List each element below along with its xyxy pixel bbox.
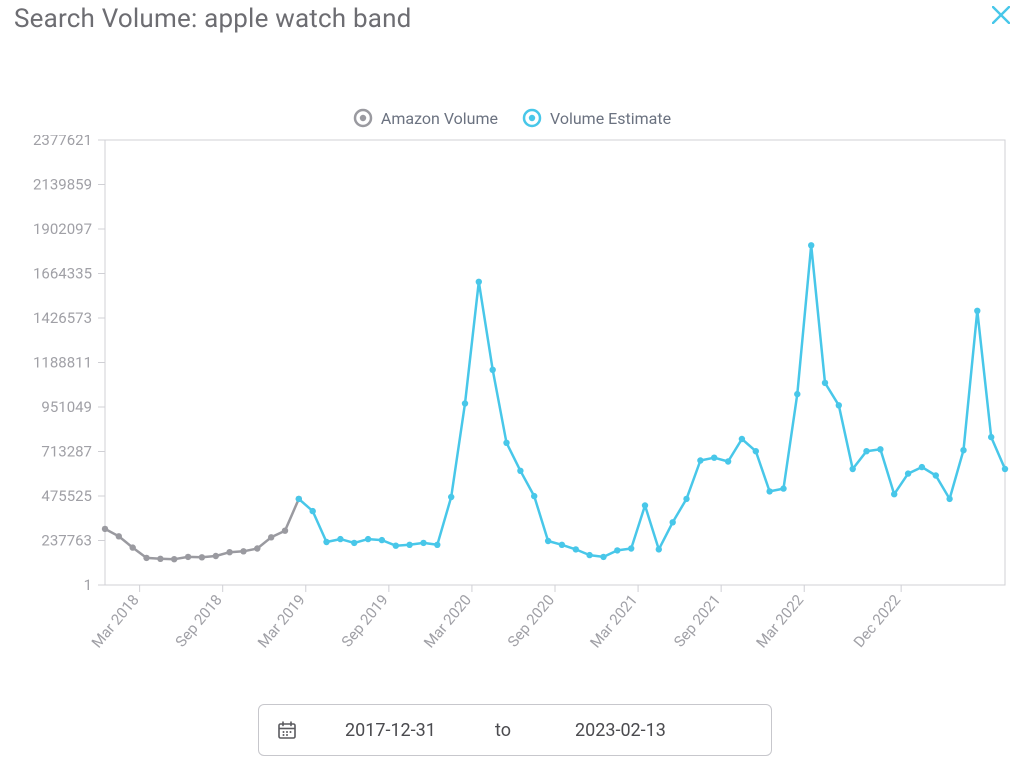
modal-title: Search Volume: apple watch band (14, 4, 412, 34)
chart-legend: Amazon Volume Volume Estimate (0, 108, 1024, 128)
date-from-value: 2017-12-31 (345, 720, 495, 741)
svg-text:Sep 2019: Sep 2019 (338, 591, 392, 651)
svg-text:Dec 2022: Dec 2022 (850, 591, 904, 651)
line-chart: 1 237763 475525 713287 951049 1188811 1426573 1… (0, 135, 1024, 670)
search-volume-modal: Search Volume: apple watch band Amazon V… (0, 0, 1024, 780)
legend-bullet-icon (353, 108, 373, 128)
close-icon[interactable] (992, 6, 1010, 29)
svg-text:Mar 2020: Mar 2020 (420, 591, 475, 651)
legend-item-amazon-volume[interactable]: Amazon Volume (353, 108, 498, 128)
date-to-value: 2023-02-13 (575, 720, 666, 741)
legend-item-volume-estimate[interactable]: Volume Estimate (522, 108, 671, 128)
svg-text:2377621: 2377621 (33, 135, 92, 149)
date-to-label: to (495, 720, 575, 741)
svg-text:Sep 2021: Sep 2021 (670, 591, 724, 651)
svg-text:1426573: 1426573 (33, 309, 92, 327)
chart-area: 1 237763 475525 713287 951049 1188811 1426573 1… (0, 135, 1024, 670)
svg-text:951049: 951049 (41, 398, 92, 416)
svg-text:Mar 2019: Mar 2019 (254, 591, 309, 651)
date-range-picker[interactable]: 2017-12-31 to 2023-02-13 (258, 704, 772, 756)
svg-text:1664335: 1664335 (33, 265, 92, 283)
svg-text:2139859: 2139859 (33, 176, 92, 194)
svg-text:1902097: 1902097 (33, 220, 92, 238)
calendar-icon (277, 720, 297, 740)
legend-label: Volume Estimate (550, 109, 671, 128)
svg-text:475525: 475525 (41, 487, 92, 505)
svg-text:Mar 2021: Mar 2021 (586, 591, 641, 651)
svg-text:237763: 237763 (41, 532, 92, 550)
svg-text:1: 1 (84, 576, 92, 594)
svg-text:Mar 2022: Mar 2022 (753, 591, 808, 651)
svg-text:Mar 2018: Mar 2018 (88, 591, 143, 651)
svg-text:Sep 2020: Sep 2020 (504, 591, 558, 651)
legend-bullet-icon (522, 108, 542, 128)
svg-text:1188811: 1188811 (33, 354, 92, 372)
legend-label: Amazon Volume (381, 109, 498, 128)
svg-text:713287: 713287 (41, 443, 92, 461)
svg-text:Sep 2018: Sep 2018 (172, 591, 226, 651)
